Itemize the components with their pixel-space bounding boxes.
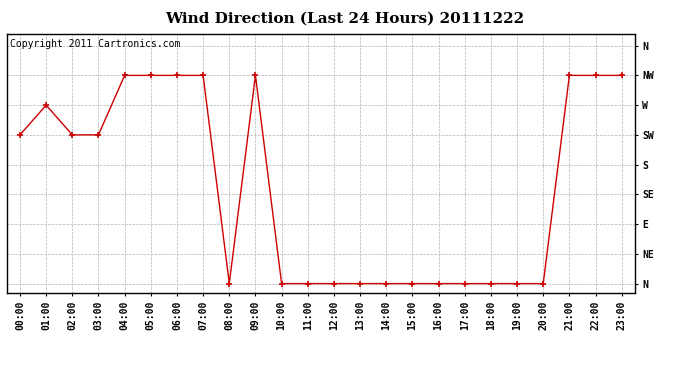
Text: Copyright 2011 Cartronics.com: Copyright 2011 Cartronics.com	[10, 39, 180, 49]
Text: Wind Direction (Last 24 Hours) 20111222: Wind Direction (Last 24 Hours) 20111222	[166, 11, 524, 25]
